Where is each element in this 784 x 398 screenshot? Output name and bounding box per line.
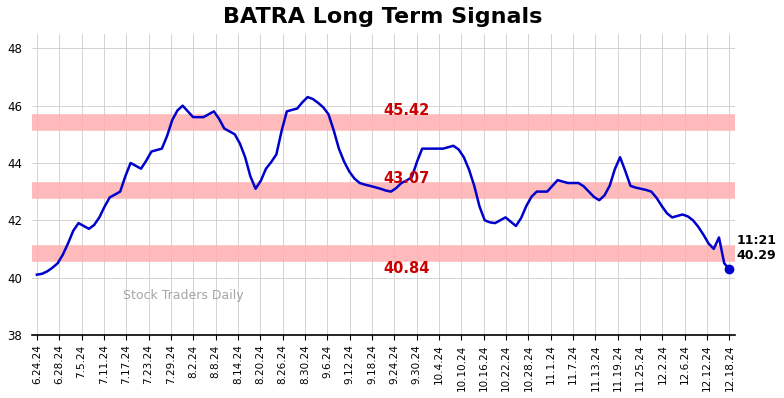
Text: Stock Traders Daily: Stock Traders Daily [123,289,244,302]
Title: BATRA Long Term Signals: BATRA Long Term Signals [223,7,543,27]
Text: 40.84: 40.84 [383,261,430,276]
Text: 43.07: 43.07 [383,171,430,185]
Text: 45.42: 45.42 [383,103,430,118]
Text: 11:21
40.29: 11:21 40.29 [736,234,776,262]
